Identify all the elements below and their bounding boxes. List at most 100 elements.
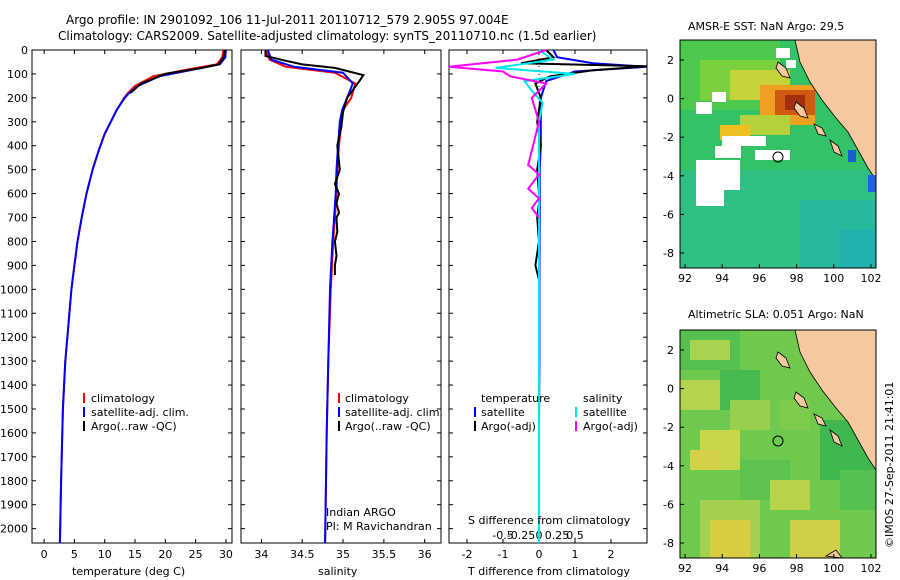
legend-climatology: climatology xyxy=(345,392,409,405)
x-tick-label: 1 xyxy=(572,548,579,561)
y-tick-label: 400 xyxy=(7,140,28,153)
sla-map-title: Altimetric SLA: 0.051 Argo: NaN xyxy=(688,308,864,321)
difference-xlabel-top: S difference from climatology xyxy=(468,514,631,527)
temperature-axes xyxy=(31,49,233,544)
x-tick-label: 10 xyxy=(98,548,112,561)
series-line-argo-raw-qc- xyxy=(129,49,226,94)
series-line-t-satellite xyxy=(538,49,648,543)
legend-title-salinity: salinity xyxy=(583,392,623,405)
map-y-tick-label: -2 xyxy=(663,421,674,434)
header-line2: Climatology: CARS2009. Satellite-adjuste… xyxy=(58,29,596,43)
map-y-tick-label: 0 xyxy=(667,383,674,396)
y-tick-label: 1700 xyxy=(0,451,28,464)
sla-map xyxy=(680,330,876,558)
legend-satellite: satellite-adj. clim. xyxy=(345,406,443,419)
map-x-tick-label: 96 xyxy=(752,272,766,285)
map-x-tick-label: 100 xyxy=(823,562,844,575)
series-line-s-satellite xyxy=(495,49,576,543)
map-x-tick-label: 92 xyxy=(678,272,692,285)
legend-t-satellite: satellite xyxy=(481,406,525,419)
y-tick-label: 1900 xyxy=(0,499,28,512)
y-tick-label: 200 xyxy=(7,92,28,105)
y-tick-label: 900 xyxy=(7,259,28,272)
x-tick-label: 34 xyxy=(254,548,268,561)
y-tick-label: 600 xyxy=(7,188,28,201)
x-tick-label: 35.5 xyxy=(372,548,397,561)
map-x-tick-label: 102 xyxy=(861,272,882,285)
y-tick-label: 2000 xyxy=(0,523,28,536)
y-tick-label: 1800 xyxy=(0,475,28,488)
x-tick-label: 30 xyxy=(219,548,233,561)
difference-xlabel: T difference from climatology xyxy=(467,565,630,578)
series-line-satellite-adj-clim- xyxy=(58,49,227,544)
legend-t-argo: Argo(-adj) xyxy=(481,420,536,433)
y-tick-label: 1300 xyxy=(0,355,28,368)
sla-argo-marker xyxy=(772,435,784,447)
temperature-xlabel: temperature (deg C) xyxy=(72,565,185,578)
sla-map-ticks: 92 94 96 98 100 102 2 0 -2 -4 -6 -8 xyxy=(663,344,881,575)
legend-satellite: satellite-adj. clim. xyxy=(91,406,189,419)
series-line-s-argo-adj- xyxy=(448,49,549,219)
y-tick-label: 1200 xyxy=(0,331,28,344)
map-y-tick-label: -8 xyxy=(663,537,674,550)
series-layer xyxy=(58,49,648,544)
y-tick-label: 100 xyxy=(7,68,28,81)
series-line-satellite-adj-clim- xyxy=(266,49,354,544)
map-x-tick-label: 100 xyxy=(823,272,844,285)
x-tick-label: 35 xyxy=(336,548,350,561)
x-tick-label: 15 xyxy=(128,548,142,561)
ticks-layer: 0100200300400500600700800900100011001200… xyxy=(0,44,647,561)
x-tick-label: 20 xyxy=(158,548,172,561)
series-line-climatology xyxy=(58,49,225,544)
y-tick-label: 800 xyxy=(7,235,28,248)
map-y-tick-label: 2 xyxy=(667,344,674,357)
y-tick-label: 700 xyxy=(7,212,28,225)
map-x-tick-label: 98 xyxy=(790,562,804,575)
s-tick-label: 0.5 xyxy=(566,529,584,542)
y-tick-label: 1600 xyxy=(0,427,28,440)
salinity-xlabel: salinity xyxy=(318,565,358,578)
y-tick-label: 1100 xyxy=(0,307,28,320)
map-y-tick-label: -8 xyxy=(663,247,674,260)
legend-climatology: climatology xyxy=(91,392,155,405)
map-y-tick-label: -4 xyxy=(663,460,674,473)
sst-map-title: AMSR-E SST: NaN Argo: 29.5 xyxy=(688,20,844,33)
x-tick-label: -1 xyxy=(498,548,509,561)
x-tick-label: 34.5 xyxy=(290,548,315,561)
difference-axes xyxy=(448,49,648,544)
x-tick-label: 5 xyxy=(71,548,78,561)
map-y-tick-label: 0 xyxy=(667,93,674,106)
s-tick-label: 0.25 xyxy=(545,529,570,542)
y-tick-label: 1000 xyxy=(0,283,28,296)
map-y-tick-label: -4 xyxy=(663,170,674,183)
y-tick-label: 500 xyxy=(7,164,28,177)
series-line-argo-raw-qc- xyxy=(264,50,366,275)
map-x-tick-label: 92 xyxy=(678,562,692,575)
s-tick-label: -0.5 xyxy=(492,529,513,542)
x-tick-label: 2 xyxy=(608,548,615,561)
map-x-tick-label: 94 xyxy=(715,562,729,575)
legend-s-satellite: satellite xyxy=(583,406,627,419)
map-y-tick-label: -6 xyxy=(663,208,674,221)
pi-annotation-2: PI: M Ravichandran xyxy=(326,520,432,533)
map-y-tick-label: -6 xyxy=(663,498,674,511)
map-x-tick-label: 94 xyxy=(715,272,729,285)
x-tick-label: 25 xyxy=(189,548,203,561)
pi-annotation-1: Indian ARGO xyxy=(326,506,396,519)
legend-title-temperature: temperature xyxy=(481,392,550,405)
s-tick-label: -0.25 xyxy=(507,529,535,542)
map-x-tick-label: 98 xyxy=(790,272,804,285)
imos-stamp: ©IMOS 27-Sep-2011 21:41:01 xyxy=(883,382,896,548)
sst-map-ticks: 92 94 96 98 100 102 2 0 -2 -4 -6 -8 xyxy=(663,54,881,285)
legend-argo: Argo(..raw -QC) xyxy=(345,420,431,433)
x-tick-label: 36 xyxy=(418,548,432,561)
map-y-tick-label: -2 xyxy=(663,131,674,144)
difference-legend: temperature salinity satellite Argo(-adj… xyxy=(474,392,638,433)
map-y-tick-label: 2 xyxy=(667,54,674,67)
legend-s-argo: Argo(-adj) xyxy=(583,420,638,433)
salinity-axes xyxy=(240,49,442,544)
header-line1: Argo profile: IN 2901092_106 11-Jul-2011… xyxy=(66,13,509,27)
x-tick-label: 0 xyxy=(536,548,543,561)
x-tick-label: -2 xyxy=(462,548,473,561)
